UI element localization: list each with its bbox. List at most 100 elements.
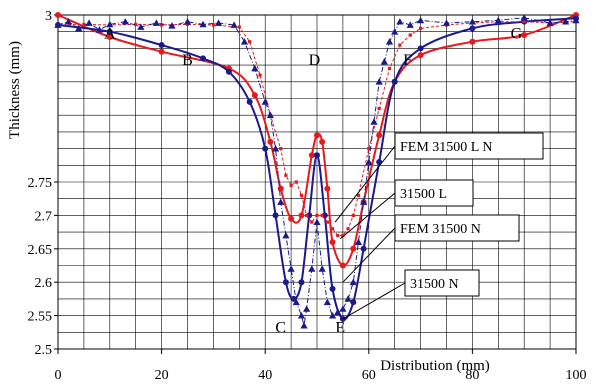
- data-point: [55, 12, 61, 18]
- callout-box: [394, 179, 474, 207]
- data-point: [349, 278, 357, 286]
- data-point: [396, 18, 404, 25]
- data-point: [391, 28, 399, 35]
- point-label-g: G: [511, 25, 523, 42]
- data-point: [137, 23, 145, 30]
- data-point: [246, 98, 253, 105]
- data-point: [313, 218, 321, 225]
- data-point: [468, 18, 476, 25]
- data-point: [106, 20, 114, 28]
- data-point: [267, 138, 274, 145]
- data-point: [522, 20, 526, 24]
- point-label-f: F: [403, 52, 412, 69]
- data-point: [323, 298, 331, 306]
- data-point: [289, 183, 293, 187]
- axes: 0 20 40 60 80 100 2.5 2.55 2.6 2.65 2.7 2.75 3: [28, 9, 587, 383]
- data-point: [339, 305, 347, 312]
- data-point: [341, 233, 345, 238]
- y-tick-label: 2.55: [28, 310, 53, 325]
- data-point: [334, 308, 342, 316]
- data-point: [356, 193, 361, 197]
- data-point: [292, 298, 300, 306]
- data-point: [158, 48, 165, 55]
- data-point: [262, 145, 269, 152]
- data-point: [183, 18, 192, 25]
- data-point: [199, 20, 207, 28]
- data-point: [469, 25, 476, 32]
- point-label-b: B: [182, 52, 193, 69]
- data-point: [494, 16, 502, 24]
- point-label-a: A: [104, 25, 116, 42]
- data-point: [469, 38, 476, 45]
- callout-box: [394, 132, 544, 160]
- x-tick-label: 40: [258, 368, 272, 383]
- series-group: [54, 14, 580, 329]
- callout-leader: [339, 192, 396, 240]
- data-point: [64, 18, 72, 25]
- data-point: [240, 38, 249, 45]
- data-point: [350, 299, 357, 306]
- data-point: [303, 305, 311, 312]
- data-point: [398, 43, 402, 47]
- data-point: [294, 180, 298, 184]
- data-point: [277, 185, 284, 192]
- data-point: [237, 25, 241, 29]
- data-point: [251, 92, 258, 99]
- data-point: [328, 312, 337, 319]
- data-point: [350, 245, 357, 252]
- data-point: [324, 185, 331, 192]
- data-point: [344, 295, 352, 302]
- data-point: [370, 118, 378, 125]
- series-group: [55, 15, 579, 322]
- x-tick-label: 80: [465, 368, 479, 383]
- data-point: [152, 19, 161, 26]
- data-point: [297, 312, 306, 319]
- data-point: [320, 213, 324, 217]
- gridlines: [58, 15, 576, 349]
- data-point: [75, 24, 83, 32]
- data-point: [329, 239, 336, 246]
- callout-label: FEM 31500 L N: [400, 140, 492, 155]
- data-point: [385, 38, 394, 45]
- x-tick-label: 20: [155, 368, 169, 383]
- data-point: [354, 238, 363, 245]
- data-point: [300, 322, 308, 329]
- data-point: [95, 26, 104, 33]
- callout-label: 31500 L: [400, 187, 447, 202]
- data-point: [298, 279, 305, 286]
- data-point: [419, 26, 423, 30]
- data-point: [266, 111, 274, 119]
- data-point: [351, 213, 355, 217]
- point-label-d: D: [309, 52, 321, 69]
- data-point: [572, 16, 580, 24]
- data-point: [318, 265, 326, 272]
- data-point: [251, 64, 259, 72]
- data-point: [417, 52, 424, 59]
- data-point: [299, 193, 304, 197]
- data-point: [387, 66, 392, 71]
- data-point: [271, 145, 280, 152]
- callout-leader: [334, 145, 396, 223]
- callout-leader: [342, 227, 396, 283]
- y-tick-label: 3: [45, 9, 52, 24]
- data-point: [282, 231, 290, 239]
- data-point: [310, 220, 314, 224]
- callout: 31500 N: [342, 269, 480, 320]
- data-point: [121, 18, 129, 25]
- data-point: [200, 55, 207, 62]
- data-point: [85, 19, 93, 26]
- y-tick-label: 2.75: [28, 176, 53, 191]
- data-point: [391, 78, 398, 85]
- data-point: [346, 227, 350, 231]
- data-point: [442, 19, 451, 26]
- series-layer: [54, 12, 580, 329]
- data-point: [417, 45, 424, 52]
- data-point: [288, 215, 295, 222]
- data-point: [305, 213, 309, 217]
- data-point: [230, 21, 238, 28]
- data-point: [325, 220, 329, 224]
- data-point: [106, 34, 113, 41]
- data-point: [214, 19, 223, 26]
- y-axis-title: Thickness (mm): [7, 41, 23, 139]
- x-axis-title: Distribution (mm): [380, 358, 490, 374]
